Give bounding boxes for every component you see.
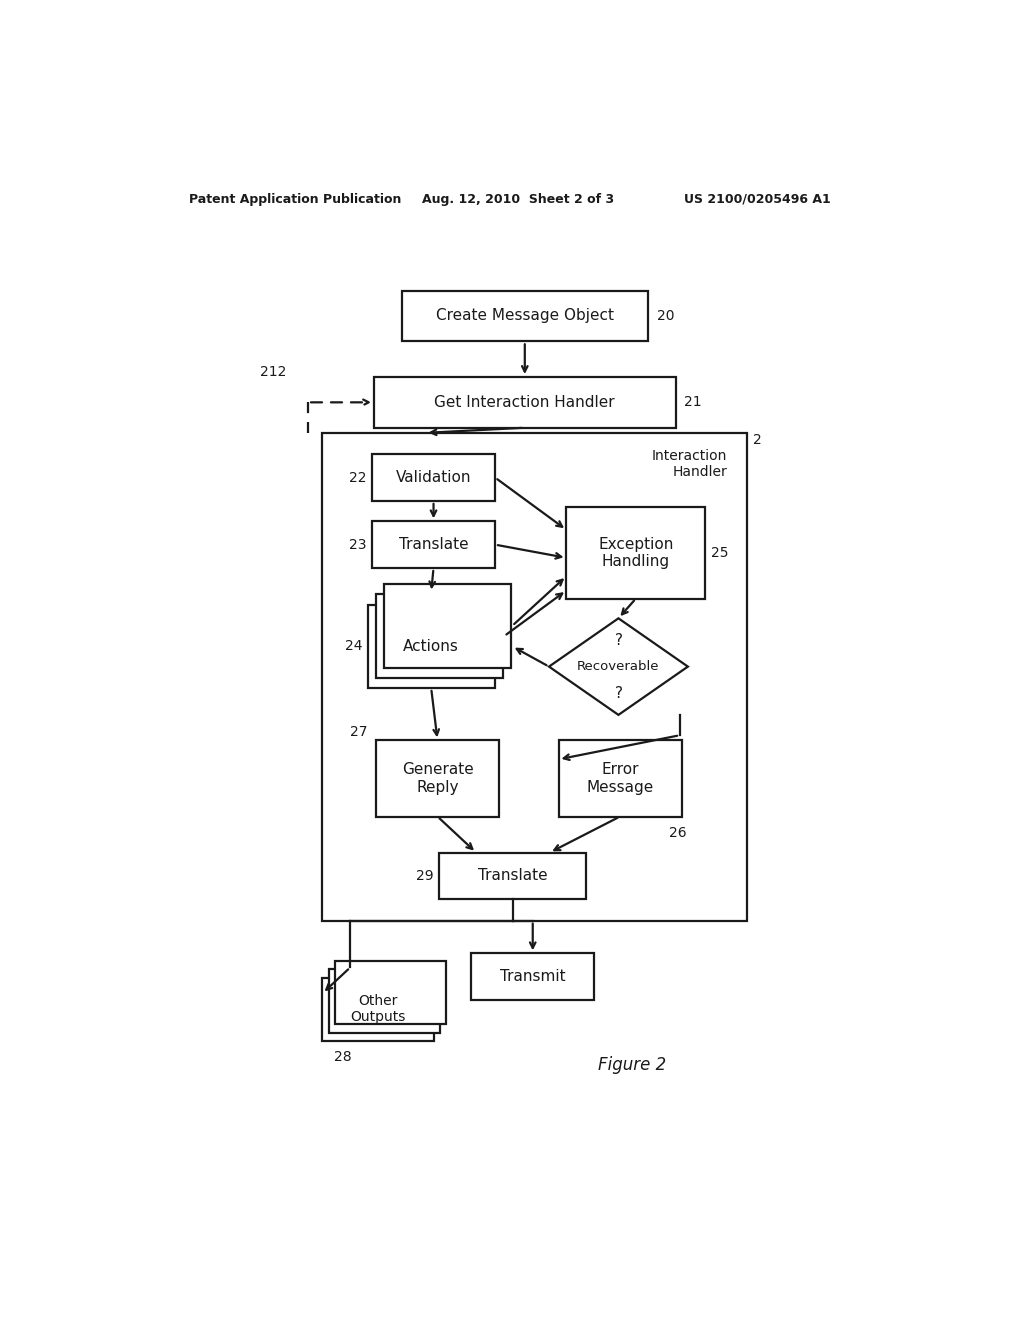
Bar [329,969,440,1032]
Text: 24: 24 [345,639,362,653]
Text: 2: 2 [754,433,762,447]
Text: Generate
Reply: Generate Reply [401,762,473,795]
Text: Translate: Translate [478,869,548,883]
Text: Figure 2: Figure 2 [598,1056,666,1074]
Bar [335,961,446,1024]
Text: Patent Application Publication: Patent Application Publication [189,193,401,206]
Bar [401,290,648,342]
Bar [566,507,706,598]
Text: Get Interaction Handler: Get Interaction Handler [434,395,615,409]
Text: Recoverable: Recoverable [578,660,659,673]
Text: ?: ? [614,685,623,701]
Text: 22: 22 [349,470,367,484]
Text: Error
Message: Error Message [587,762,653,795]
Bar [323,433,748,921]
Bar [384,585,511,668]
Text: Transmit: Transmit [500,969,565,985]
Text: Validation: Validation [396,470,471,484]
Text: 27: 27 [350,725,368,739]
Bar [558,741,682,817]
Text: Other
Outputs: Other Outputs [350,994,406,1024]
Text: 29: 29 [417,869,434,883]
Bar [323,978,433,1040]
Bar [372,521,495,568]
Text: Actions: Actions [403,639,459,653]
Text: 26: 26 [669,826,686,840]
Text: Aug. 12, 2010  Sheet 2 of 3: Aug. 12, 2010 Sheet 2 of 3 [422,193,613,206]
Text: 28: 28 [334,1049,352,1064]
Text: Translate: Translate [398,537,468,552]
Text: Interaction
Handler: Interaction Handler [652,449,727,479]
Bar [372,454,495,500]
Text: 21: 21 [684,395,701,409]
Bar [439,853,587,899]
Text: 25: 25 [711,545,728,560]
Text: Create Message Object: Create Message Object [436,309,613,323]
Text: 212: 212 [259,364,286,379]
Bar [374,378,676,428]
Bar [376,594,503,677]
Text: Exception
Handling: Exception Handling [598,536,674,569]
Text: US 2100/0205496 A1: US 2100/0205496 A1 [684,193,830,206]
Polygon shape [549,618,688,715]
Text: 23: 23 [349,537,367,552]
Bar [471,953,594,1001]
Text: 20: 20 [656,309,674,323]
Bar [368,605,495,688]
Text: ?: ? [614,632,623,648]
Bar [376,741,499,817]
